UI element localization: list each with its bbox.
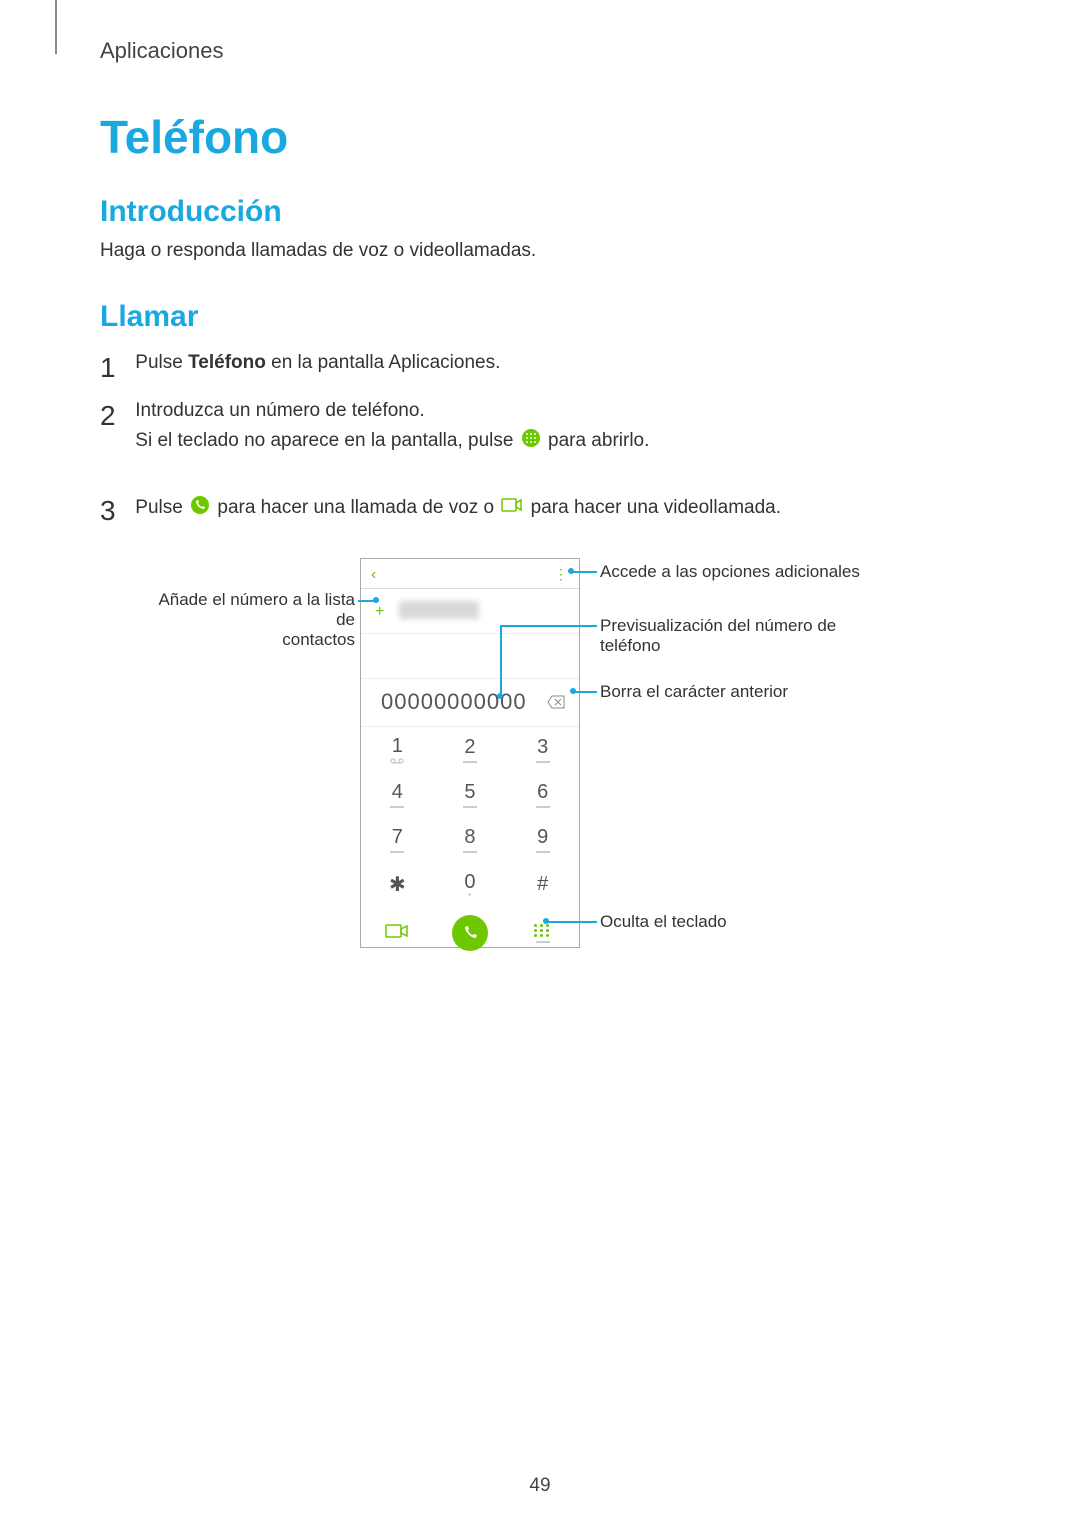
page-section-header: Aplicaciones [100, 38, 224, 64]
step-3-text-c: para hacer una videollamada. [531, 497, 781, 518]
step-3-number: 3 [100, 495, 130, 527]
callout-line [575, 691, 597, 693]
add-contact-icon[interactable]: + [375, 603, 384, 621]
section-intro-text: Haga o responda llamadas de voz o videol… [100, 240, 536, 262]
callout-dot [373, 597, 379, 603]
video-call-icon [501, 497, 523, 519]
key-4[interactable]: 4 [361, 772, 434, 817]
dialer-bottom-row [361, 907, 579, 959]
step-2-line2-a: Si el teclado no aparece en la pantalla,… [135, 430, 518, 451]
callout-backspace: Borra el carácter anterior [600, 682, 788, 702]
key-0[interactable]: 0+ [434, 862, 507, 907]
callout-line [548, 921, 597, 923]
step-1-number: 1 [100, 352, 130, 384]
page-title: Teléfono [100, 110, 288, 164]
step-1-text-pre: Pulse [135, 352, 188, 373]
callout-dot [570, 688, 576, 694]
key-3[interactable]: 3 [506, 727, 579, 772]
backspace-icon[interactable] [547, 695, 565, 714]
step-2-number: 2 [100, 400, 130, 432]
page-number: 49 [0, 1475, 1080, 1497]
step-3-text-a: Pulse [135, 497, 188, 518]
key-5[interactable]: 5 [434, 772, 507, 817]
contact-suggestion-row: + [361, 589, 579, 634]
callout-line [500, 625, 597, 627]
typed-number: 00000000000 [381, 689, 527, 715]
callout-hide-keypad: Oculta el teclado [600, 912, 727, 932]
key-7[interactable]: 7 [361, 817, 434, 862]
back-icon[interactable]: ‹ [371, 566, 376, 584]
phone-dialer-illustration: ‹ ⋮ + 00000000000 1 2 3 4 5 6 7 8 9 ✱ 0+… [360, 558, 580, 948]
key-8[interactable]: 8 [434, 817, 507, 862]
voice-call-icon [190, 495, 210, 521]
step-2-line2-b: para abrirlo. [548, 430, 649, 451]
section-intro-title: Introducción [100, 195, 282, 229]
callout-line [573, 571, 597, 573]
step-1-text-post: en la pantalla Aplicaciones. [266, 352, 501, 373]
key-2[interactable]: 2 [434, 727, 507, 772]
step-3: 3 Pulse para hacer una llamada de voz o … [100, 495, 781, 527]
callout-dot [543, 918, 549, 924]
key-1[interactable]: 1 [361, 727, 434, 772]
callout-dot [568, 568, 574, 574]
step-2: 2 Introduzca un número de teléfono. Si e… [100, 400, 649, 454]
margin-rule [55, 0, 57, 54]
step-2-line1: Introduzca un número de teléfono. [135, 400, 649, 422]
number-preview-row: 00000000000 [361, 679, 579, 727]
step-1-text-bold: Teléfono [188, 352, 266, 373]
key-9[interactable]: 9 [506, 817, 579, 862]
voice-call-button[interactable] [452, 915, 488, 951]
callout-number-preview: Previsualización del número de teléfono [600, 616, 836, 656]
callout-add-contact: Añade el número a la lista de contactos [140, 590, 355, 650]
callout-line [500, 625, 502, 695]
step-3-text-b: para hacer una llamada de voz o [217, 497, 499, 518]
dial-keypad: 1 2 3 4 5 6 7 8 9 ✱ 0+ # [361, 727, 579, 907]
voicemail-icon [390, 758, 404, 764]
key-6[interactable]: 6 [506, 772, 579, 817]
keypad-open-icon [521, 428, 541, 454]
more-options-icon[interactable]: ⋮ [554, 566, 569, 583]
callout-dot [497, 693, 503, 699]
key-hash[interactable]: # [506, 862, 579, 907]
key-star[interactable]: ✱ [361, 862, 434, 907]
hide-keypad-icon[interactable] [534, 924, 552, 943]
step-1: 1 Pulse Teléfono en la pantalla Aplicaci… [100, 352, 500, 384]
spacer-row [361, 634, 579, 679]
callout-more-options: Accede a las opciones adicionales [600, 562, 860, 582]
video-call-button-icon[interactable] [385, 922, 409, 945]
section-llamar-title: Llamar [100, 300, 198, 334]
phone-topbar: ‹ ⋮ [361, 559, 579, 589]
blurred-contact-name [399, 601, 479, 619]
